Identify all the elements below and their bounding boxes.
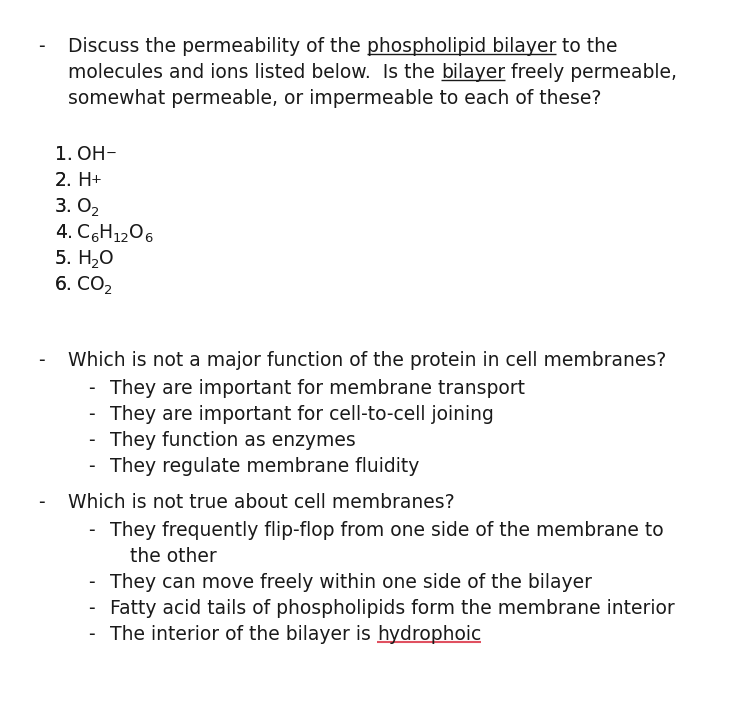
Text: They are important for membrane transport: They are important for membrane transpor…: [110, 379, 525, 398]
Text: O: O: [77, 197, 92, 216]
Text: Fatty acid tails of phospholipids form the membrane interior: Fatty acid tails of phospholipids form t…: [110, 599, 675, 618]
Text: -: -: [88, 405, 95, 424]
Text: They function as enzymes: They function as enzymes: [110, 431, 355, 450]
Text: molecules and ions listed below.  Is the: molecules and ions listed below. Is the: [68, 63, 441, 82]
Text: bilayer: bilayer: [441, 63, 505, 82]
Text: -: -: [88, 521, 95, 540]
Text: Which is not true about cell membranes?: Which is not true about cell membranes?: [68, 493, 454, 512]
Text: H: H: [98, 223, 112, 242]
Text: 1.: 1.: [55, 145, 72, 164]
Text: −: −: [106, 147, 117, 160]
Text: 6.: 6.: [55, 275, 72, 294]
Text: 4.: 4.: [55, 223, 73, 242]
Text: They can move freely within one side of the bilayer: They can move freely within one side of …: [110, 573, 592, 592]
Text: 12: 12: [112, 232, 129, 245]
Text: -: -: [88, 573, 95, 592]
Text: -: -: [88, 625, 95, 644]
Text: C: C: [77, 223, 90, 242]
Text: 2.: 2.: [55, 171, 72, 190]
Text: 3.: 3.: [55, 197, 72, 216]
Text: They frequently flip-flop from one side of the membrane to: They frequently flip-flop from one side …: [110, 521, 664, 540]
Text: phospholipid bilayer: phospholipid bilayer: [367, 37, 556, 56]
Text: -: -: [38, 37, 44, 56]
Text: CO: CO: [77, 275, 104, 294]
Text: 6: 6: [144, 232, 152, 245]
Text: the other: the other: [130, 547, 217, 566]
Text: -: -: [38, 351, 44, 370]
Text: 5.: 5.: [55, 249, 72, 268]
Text: -: -: [88, 431, 95, 450]
Text: 2: 2: [91, 258, 99, 271]
Text: OH: OH: [77, 145, 106, 164]
Text: +: +: [91, 173, 102, 186]
Text: hydrophoic: hydrophoic: [377, 625, 481, 644]
Text: 2: 2: [92, 206, 100, 218]
Text: freely permeable,: freely permeable,: [505, 63, 677, 82]
Text: 6.: 6.: [55, 275, 72, 294]
Text: 6: 6: [90, 232, 98, 245]
Text: -: -: [88, 379, 95, 398]
Text: H: H: [77, 249, 91, 268]
Text: Which is not a major function of the protein in cell membranes?: Which is not a major function of the pro…: [68, 351, 667, 370]
Text: 3.: 3.: [55, 197, 72, 216]
Text: 1.: 1.: [55, 145, 72, 164]
Text: -: -: [88, 457, 95, 476]
Text: -: -: [38, 493, 44, 512]
Text: They are important for cell-to-cell joining: They are important for cell-to-cell join…: [110, 405, 494, 424]
Text: O: O: [129, 223, 144, 242]
Text: The interior of the bilayer is: The interior of the bilayer is: [110, 625, 377, 644]
Text: They regulate membrane fluidity: They regulate membrane fluidity: [110, 457, 419, 476]
Text: H: H: [77, 171, 91, 190]
Text: Discuss the permeability of the: Discuss the permeability of the: [68, 37, 367, 56]
Text: 5.: 5.: [55, 249, 72, 268]
Text: 2.: 2.: [55, 171, 72, 190]
Text: to the: to the: [556, 37, 618, 56]
Text: 4.: 4.: [55, 223, 73, 242]
Text: -: -: [88, 599, 95, 618]
Text: O: O: [99, 249, 114, 268]
Text: 2: 2: [104, 283, 113, 297]
Text: somewhat permeable, or impermeable to each of these?: somewhat permeable, or impermeable to ea…: [68, 89, 602, 108]
